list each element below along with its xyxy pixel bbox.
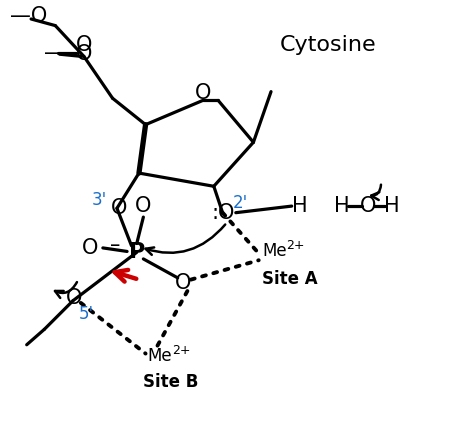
- Text: O: O: [81, 238, 98, 258]
- Text: H: H: [384, 196, 400, 216]
- Text: O: O: [195, 82, 211, 102]
- Text: O: O: [76, 35, 92, 55]
- Text: H: H: [292, 196, 307, 216]
- Text: 5': 5': [79, 305, 94, 323]
- Text: Me: Me: [148, 347, 172, 365]
- Text: :O: :O: [212, 203, 235, 223]
- Text: —O: —O: [10, 6, 48, 26]
- Text: Site B: Site B: [143, 373, 198, 391]
- Text: P: P: [128, 242, 145, 262]
- Text: O: O: [175, 273, 191, 293]
- Text: Cytosine: Cytosine: [280, 35, 377, 55]
- Text: O: O: [66, 288, 82, 308]
- Text: 3': 3': [92, 191, 107, 210]
- Text: 2+: 2+: [172, 343, 190, 357]
- Text: Site A: Site A: [261, 270, 317, 288]
- Text: –: –: [110, 235, 121, 255]
- Text: O: O: [110, 198, 127, 218]
- Text: Me: Me: [262, 242, 287, 260]
- Text: 2': 2': [232, 194, 248, 212]
- Text: O: O: [135, 196, 152, 216]
- Text: 2+: 2+: [286, 239, 305, 252]
- Text: —: —: [43, 43, 64, 63]
- Text: H: H: [334, 196, 349, 216]
- Text: O: O: [76, 44, 92, 64]
- Text: O: O: [360, 196, 376, 216]
